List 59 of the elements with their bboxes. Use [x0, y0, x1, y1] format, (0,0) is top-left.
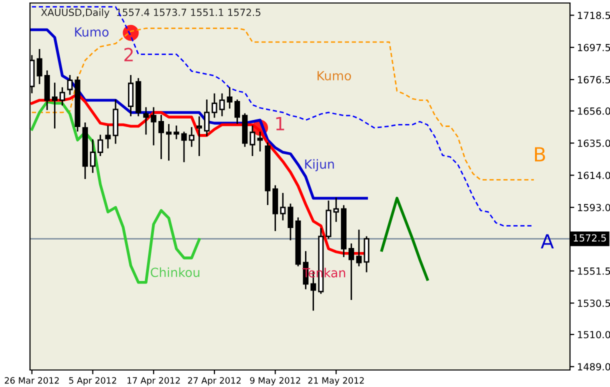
- line-series: [380, 196, 429, 281]
- text: XAUUSD,Daily 1557.4 1573.7 1551.1 1572.5: [41, 8, 260, 18]
- candlestick: [174, 126, 180, 140]
- candlestick: [257, 132, 263, 152]
- candlestick: [98, 134, 104, 156]
- candlestick: [36, 49, 42, 84]
- candlestick: [150, 107, 156, 146]
- candlestick: [128, 75, 134, 116]
- y-tick-label: 1718.5: [578, 12, 610, 20]
- x-tick-label: 17 Apr 2012: [128, 377, 180, 386]
- y-tick-label: 1697.5: [578, 44, 610, 52]
- candlestick: [196, 116, 202, 156]
- candlestick: [188, 127, 194, 147]
- x-tick-label: 9 May 2012: [250, 377, 300, 386]
- y-tick-label: 1593.0: [578, 204, 610, 212]
- candlestick: [158, 114, 164, 160]
- y-tick-label: 1530.5: [578, 300, 610, 307]
- candlestick: [105, 126, 111, 148]
- annotation: Chinkou: [150, 267, 200, 278]
- candlestick: [90, 139, 96, 173]
- candlestick: [204, 100, 210, 136]
- annotation: Kijun: [305, 159, 334, 172]
- candlestick: [280, 192, 286, 220]
- candlestick: [333, 198, 339, 222]
- y-tick-label: 1656.0: [578, 107, 610, 115]
- y-tick-label: 1489.0: [578, 363, 610, 370]
- x-tick-label: 5 Apr 2012: [69, 377, 116, 386]
- candlestick: [52, 82, 58, 128]
- candlestick: [212, 93, 218, 118]
- annotation: A: [540, 234, 554, 248]
- line-series: [30, 100, 201, 284]
- candlestick: [226, 87, 232, 109]
- candlestick: [288, 204, 294, 240]
- annotation: B: [535, 147, 546, 162]
- candlestick: [166, 124, 172, 161]
- candlestick: [219, 93, 225, 116]
- candlestick: [364, 236, 370, 272]
- x-tick-label: 21 May 2012: [308, 377, 364, 386]
- y-tick-label: 1635.0: [578, 140, 610, 147]
- candlestick: [348, 243, 354, 300]
- candlestick: [60, 87, 66, 106]
- candlestick: [234, 100, 240, 124]
- ref-line-label: 1572.5: [574, 234, 606, 242]
- y-tick-label: 1676.5: [578, 76, 610, 84]
- candlestick: [356, 230, 362, 266]
- y-tick-label: 1614.0: [578, 172, 610, 180]
- x-tick-label: 27 Apr 2012: [188, 377, 241, 386]
- y-tick-label: 1551.5: [578, 268, 610, 275]
- line-series: [30, 28, 368, 200]
- candlestick: [250, 126, 256, 156]
- candlestick: [143, 107, 149, 135]
- annotation: Kumo: [318, 71, 351, 80]
- candlestick: [67, 75, 73, 95]
- annotation: 1: [276, 117, 284, 130]
- y-tick-label: 1510.0: [578, 330, 610, 338]
- x-tick-label: 26 Mar 2012: [4, 377, 59, 384]
- candlestick: [181, 132, 187, 162]
- annotation: 2: [124, 48, 133, 62]
- annotation: Kumo: [75, 27, 109, 37]
